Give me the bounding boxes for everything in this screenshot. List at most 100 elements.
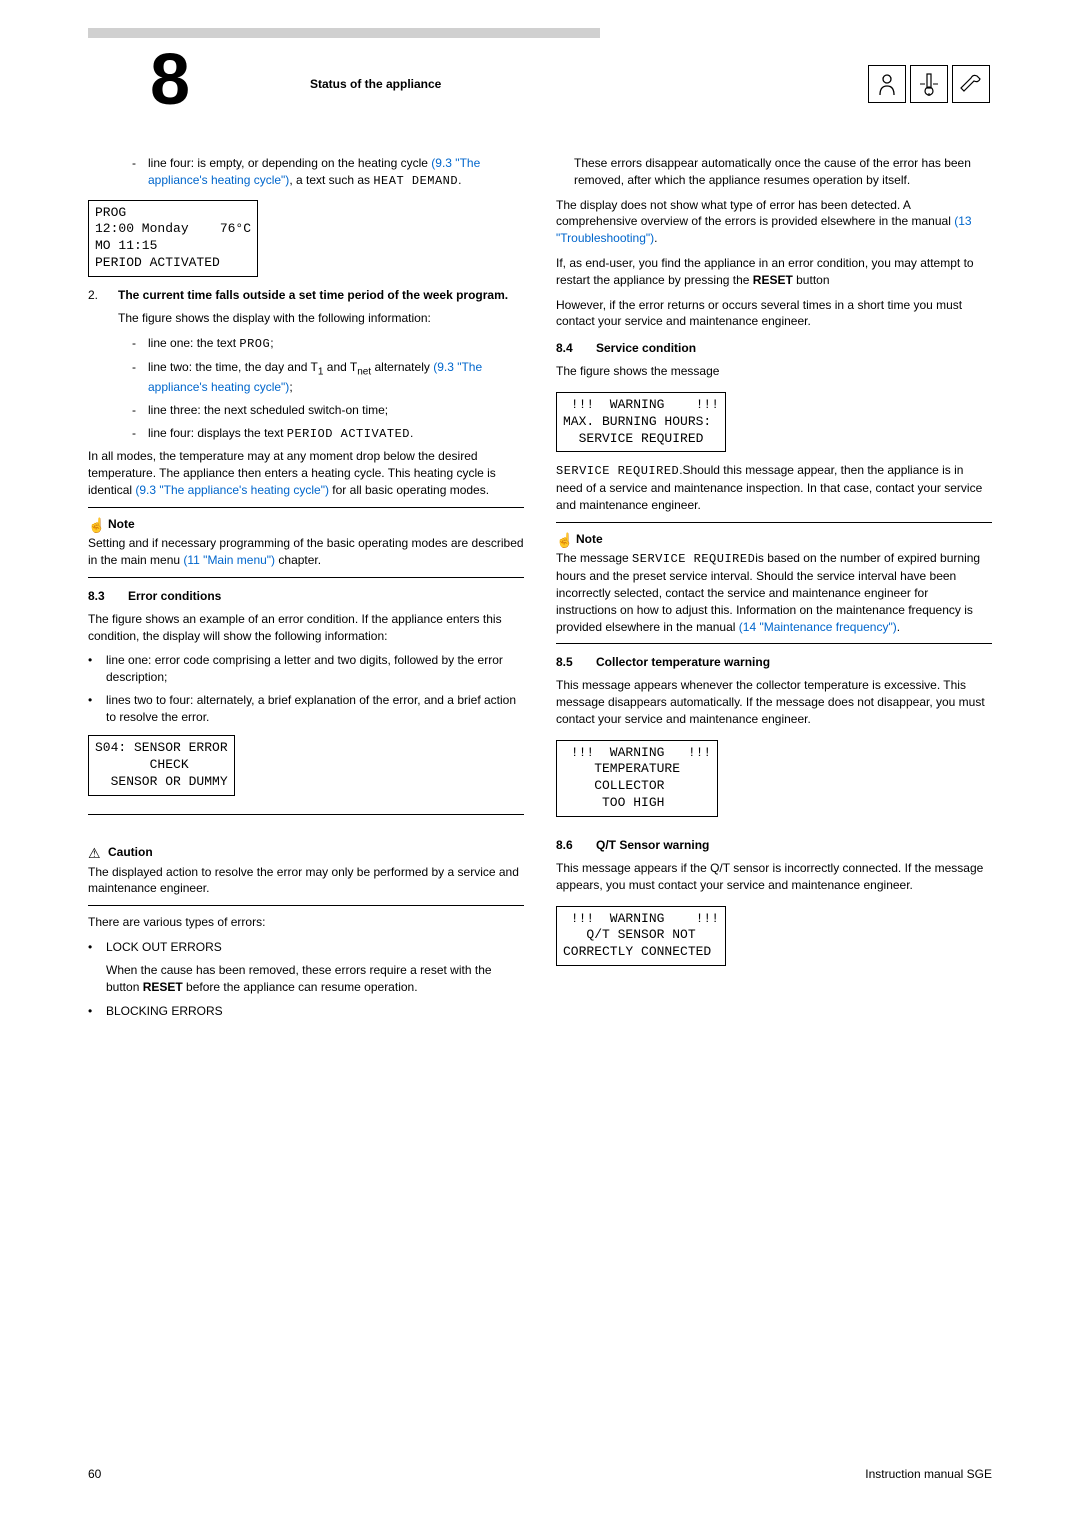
dash-item: - line three: the next scheduled switch-… [88,402,524,419]
page-number: 60 [88,1466,101,1483]
divider [88,814,524,815]
text: before the appliance can resume operatio… [183,980,418,994]
section-heading-8-5: 8.5 Collector temperature warning [556,654,992,671]
text: The display does not show what type of e… [556,198,954,229]
text: , a text such as [289,173,373,187]
lcd-line: PERIOD ACTIVATED [95,255,251,272]
lcd-line: SERVICE REQUIRED [563,431,719,448]
chapter-number: 8 [150,30,190,131]
note-icon: ☝ [556,531,576,551]
dash-item: - line one: the text PROG; [88,335,524,353]
divider [556,643,992,644]
dash-item: - line four: is empty, or depending on t… [88,155,524,190]
paragraph: The figure shows the display with the fo… [88,310,524,327]
lcd-line: !!! WARNING !!! [563,397,719,414]
section-title: Error conditions [128,588,221,605]
text: chapter. [275,553,321,567]
lcd-line: S04: SENSOR ERROR [95,740,228,757]
person-icon [868,65,906,103]
bullet-item: • BLOCKING ERRORS [88,1003,524,1020]
dash-item: - line two: the time, the day and T1 and… [88,359,524,396]
doc-title: Instruction manual SGE [865,1466,992,1483]
paragraph: This message appears if the Q/T sensor i… [556,860,992,894]
divider [88,507,524,508]
section-number: 8.5 [556,654,596,671]
left-column: - line four: is empty, or depending on t… [88,155,524,1026]
item-number: 2. [88,287,118,304]
mono-text: PERIOD ACTIVATED [287,427,410,441]
link[interactable]: (11 "Main menu") [183,553,275,567]
bold-text: RESET [753,273,793,287]
section-number: 8.4 [556,340,596,357]
text: line two: the time, the day and T [148,360,318,374]
paragraph: The figure shows an example of an error … [88,611,524,645]
lcd-display-5: !!! WARNING !!! Q/T SENSOR NOTCORRECTLY … [556,906,726,967]
link[interactable]: (9.3 "The appliance's heating cycle") [135,483,329,497]
text: line one: the text [148,336,239,350]
note-label: Note [576,531,603,548]
lcd-line: SENSOR OR DUMMY [95,774,228,791]
bullet-content: BLOCKING ERRORS [106,1003,524,1020]
section-heading-8-3: 8.3 Error conditions [88,588,524,605]
text: . [897,620,900,634]
section-heading-8-4: 8.4 Service condition [556,340,992,357]
text: . [654,231,657,245]
bold-text: The current time falls outside a set tim… [118,288,508,302]
lcd-line: Q/T SENSOR NOT [563,927,719,944]
dash-item: - line four: displays the text PERIOD AC… [88,425,524,443]
link[interactable]: (14 "Maintenance frequency") [739,620,897,634]
thermometer-icon [910,65,948,103]
text: . [410,426,413,440]
right-column: These errors disappear automatically onc… [556,155,992,1026]
divider [88,905,524,906]
dash-content: line four: displays the text PERIOD ACTI… [148,425,524,443]
dash-marker: - [118,335,148,353]
text: ; [289,380,292,394]
wrench-icon [952,65,990,103]
lcd-display-4: !!! WARNING !!! TEMPERATURE COLLECTOR TO… [556,740,718,818]
section-title: Service condition [596,340,696,357]
text: alternately [371,360,433,374]
mono-text: HEAT DEMAND [373,174,458,188]
dash-marker: - [118,155,148,190]
mono-text: PROG [239,337,270,351]
dash-content: line four: is empty, or depending on the… [148,155,524,190]
lcd-line: CHECK [95,757,228,774]
lcd-line: MAX. BURNING HOURS: [563,414,719,431]
bullet-marker: • [88,652,106,686]
dash-content: line one: the text PROG; [148,335,524,353]
subscript: net [357,366,371,377]
note-block: ☝ Note [556,531,992,551]
note-block: ☝ Note [88,516,524,536]
dash-marker: - [118,402,148,419]
mono-text: SERVICE REQUIRED [632,552,755,566]
dash-content: line two: the time, the day and T1 and T… [148,359,524,396]
text: and T [323,360,357,374]
text: The message [556,551,632,565]
lcd-line: MO 11:15 [95,238,251,255]
section-heading-8-6: 8.6 Q/T Sensor warning [556,837,992,854]
paragraph: These errors disappear automatically onc… [556,155,992,189]
bullet-content: lines two to four: alternately, a brief … [106,692,524,726]
paragraph: SERVICE REQUIRED.Should this message app… [556,462,992,513]
lcd-line: 12:00 Monday 76°C [95,221,251,238]
lcd-line: !!! WARNING !!! [563,911,719,928]
mono-text: SERVICE REQUIRED [556,464,679,478]
bullet-marker: • [88,692,106,726]
text: line four: displays the text [148,426,287,440]
lcd-line: PROG [95,205,251,222]
section-number: 8.3 [88,588,128,605]
numbered-item: 2. The current time falls outside a set … [88,287,524,304]
note-label: Note [108,516,135,533]
bullet-item: • LOCK OUT ERRORS [88,939,524,956]
lcd-line: !!! WARNING !!! [563,745,711,762]
header-icons [868,65,990,103]
paragraph: This message appears whenever the collec… [556,677,992,727]
lcd-display-2: S04: SENSOR ERROR CHECK SENSOR OR DUMMY [88,735,235,796]
bullet-marker: • [88,1003,106,1020]
paragraph: The figure shows the message [556,363,992,380]
bullet-content: line one: error code comprising a letter… [106,652,524,686]
lcd-display-3: !!! WARNING !!!MAX. BURNING HOURS: SERVI… [556,392,726,453]
divider [88,577,524,578]
bullet-item: • line one: error code comprising a lett… [88,652,524,686]
